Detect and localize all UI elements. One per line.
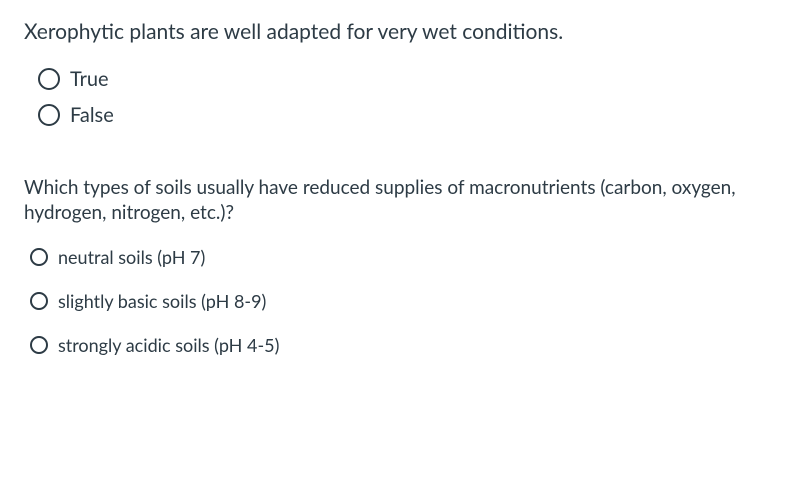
q2-option-acidic-label: strongly acidic soils (pH 4-5) — [58, 336, 279, 354]
q2-option-neutral-label: neutral soils (pH 7) — [58, 248, 205, 266]
radio-icon[interactable] — [30, 292, 48, 310]
spacer — [24, 140, 776, 176]
radio-icon[interactable] — [38, 104, 60, 126]
radio-icon[interactable] — [30, 248, 48, 266]
q1-option-false-label: False — [70, 105, 114, 125]
question-2: Which types of soils usually have reduce… — [24, 176, 776, 353]
question-2-options: neutral soils (pH 7) slightly basic soil… — [24, 248, 776, 354]
q2-option-basic-label: slightly basic soils (pH 8-9) — [58, 292, 266, 310]
quiz-container: Xerophytic plants are well adapted for v… — [0, 0, 800, 354]
radio-icon[interactable] — [38, 68, 60, 90]
question-2-stem: Which types of soils usually have reduce… — [24, 176, 776, 225]
radio-icon[interactable] — [30, 336, 48, 354]
q1-option-true-label: True — [70, 69, 109, 89]
q1-option-false[interactable]: False — [38, 104, 776, 126]
q1-option-true[interactable]: True — [38, 68, 776, 90]
q2-option-basic[interactable]: slightly basic soils (pH 8-9) — [30, 292, 776, 310]
q2-option-neutral[interactable]: neutral soils (pH 7) — [30, 248, 776, 266]
question-1-options: True False — [24, 68, 776, 126]
question-1: Xerophytic plants are well adapted for v… — [24, 18, 776, 126]
question-1-stem: Xerophytic plants are well adapted for v… — [24, 18, 776, 46]
q2-option-acidic[interactable]: strongly acidic soils (pH 4-5) — [30, 336, 776, 354]
